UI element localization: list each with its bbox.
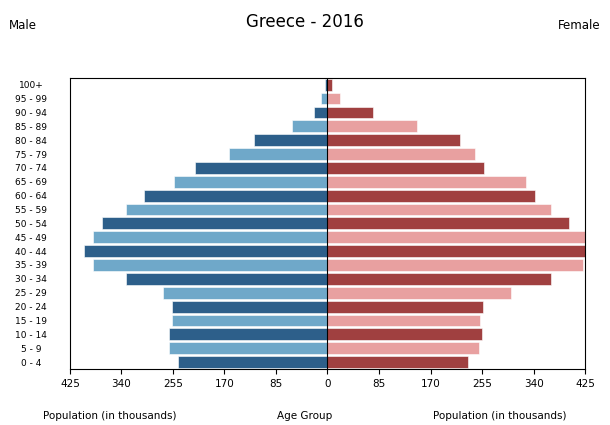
Bar — [102, 218, 328, 229]
Bar — [314, 107, 328, 118]
Bar — [328, 204, 550, 215]
Bar — [126, 273, 328, 285]
Bar — [321, 93, 328, 105]
Bar — [292, 120, 328, 132]
Text: Age Group: Age Group — [278, 411, 332, 421]
Bar — [328, 218, 569, 229]
Bar — [169, 342, 328, 354]
Bar — [93, 259, 328, 271]
Bar — [84, 245, 328, 257]
Bar — [325, 79, 328, 91]
Bar — [328, 329, 482, 340]
Text: Greece - 2016: Greece - 2016 — [246, 13, 364, 31]
Bar — [171, 301, 328, 312]
Bar — [328, 190, 535, 201]
Bar — [195, 162, 328, 174]
Bar — [328, 93, 340, 105]
Bar — [328, 107, 373, 118]
Text: Population (in thousands): Population (in thousands) — [43, 411, 176, 421]
Bar — [328, 287, 511, 299]
Bar — [328, 356, 468, 368]
Bar — [328, 314, 480, 326]
Bar — [328, 245, 587, 257]
Bar — [328, 231, 585, 243]
Bar — [178, 356, 328, 368]
Bar — [328, 148, 475, 160]
Bar — [169, 329, 328, 340]
Bar — [171, 314, 328, 326]
Bar — [328, 342, 479, 354]
Bar — [328, 301, 483, 312]
Bar — [163, 287, 328, 299]
Bar — [174, 176, 328, 188]
Bar — [254, 134, 328, 146]
Bar — [328, 79, 332, 91]
Text: Male: Male — [9, 19, 37, 32]
Bar — [328, 176, 526, 188]
Bar — [328, 120, 417, 132]
Bar — [93, 231, 328, 243]
Bar — [229, 148, 328, 160]
Text: Female: Female — [558, 19, 601, 32]
Text: Population (in thousands): Population (in thousands) — [434, 411, 567, 421]
Bar — [126, 204, 328, 215]
Bar — [328, 273, 550, 285]
Bar — [328, 134, 459, 146]
Bar — [328, 259, 583, 271]
Bar — [328, 162, 484, 174]
Bar — [145, 190, 328, 201]
